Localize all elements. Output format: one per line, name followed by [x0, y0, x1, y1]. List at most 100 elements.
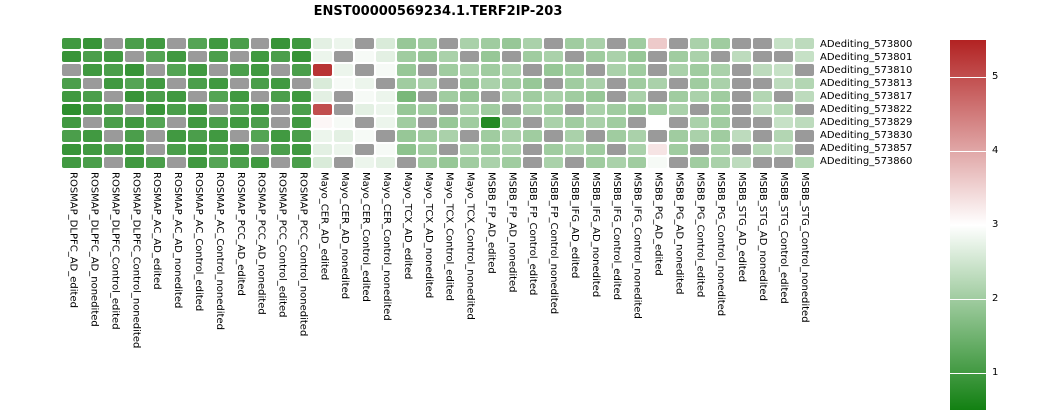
colorbar-tick-line [950, 373, 986, 374]
heatmap-cell [355, 117, 375, 129]
heatmap-cell [355, 156, 375, 168]
heatmap-cell [648, 130, 668, 142]
row-label: ADediting_573860 [820, 156, 913, 167]
column-label-slot: MSBB_FP_Control_edited [522, 172, 543, 348]
heatmap-cell [355, 64, 375, 76]
heatmap-cell [480, 77, 500, 89]
heatmap-cell [208, 90, 228, 102]
heatmap-cell [711, 143, 731, 155]
heatmap-cell [62, 51, 81, 63]
heatmap-cell [732, 77, 752, 89]
column-label: ROSMAP_PCC_Control_nonedited [297, 172, 309, 337]
heatmap-cell [292, 130, 312, 142]
column-label: MSBB_PG_AD_edited [652, 172, 664, 276]
heatmap-cell [774, 77, 794, 89]
heatmap-cell [62, 77, 81, 89]
heatmap-cell [543, 51, 563, 63]
heatmap-cell [480, 143, 500, 155]
heatmap-cell [355, 130, 375, 142]
heatmap-cell [145, 77, 165, 89]
heatmap-cell [795, 90, 814, 102]
heatmap-cell [480, 90, 500, 102]
heatmap-cell [166, 64, 186, 76]
column-label-slot: Mayo_TCX_AD_edited [396, 172, 417, 348]
heatmap-cell [606, 77, 626, 89]
heatmap-cell [669, 143, 689, 155]
heatmap-cell [795, 130, 814, 142]
colorbar-tick-label: 5 [992, 71, 999, 82]
heatmap-cell [774, 64, 794, 76]
heatmap-cell [313, 156, 333, 168]
colorbar-tick-line [950, 299, 986, 300]
column-label-slot: MSBB_PG_Control_nonedited [710, 172, 731, 348]
column-label-slot: Mayo_TCX_Control_nonedited [459, 172, 480, 348]
heatmap-cell [774, 130, 794, 142]
column-label-slot: MSBB_STG_AD_nonedited [751, 172, 772, 348]
row-label: ADediting_573801 [820, 52, 913, 63]
heatmap-cell [418, 77, 437, 89]
column-label: ROSMAP_AC_AD_nonedited [172, 172, 184, 309]
heatmap-cell [459, 64, 479, 76]
heatmap-cell [795, 77, 814, 89]
heatmap-cell [459, 103, 479, 116]
heatmap-cell [145, 90, 165, 102]
column-label: ROSMAP_AC_Control_nonedited [213, 172, 225, 330]
heatmap-cell [376, 130, 396, 142]
heatmap-cell [292, 64, 312, 76]
heatmap-cell [397, 51, 417, 63]
heatmap-cell [606, 51, 626, 63]
heatmap-cell [292, 103, 312, 116]
heatmap-cell [292, 90, 312, 102]
heatmap-cell [313, 143, 333, 155]
heatmap-cell [564, 117, 584, 129]
heatmap-cell [774, 103, 794, 116]
heatmap-cell [397, 117, 417, 129]
heatmap-cell [774, 90, 794, 102]
heatmap-cell [166, 103, 186, 116]
column-label-slot: Mayo_CER_Control_nonedited [375, 172, 396, 348]
heatmap-cell [334, 103, 354, 116]
heatmap-cell [732, 38, 752, 50]
colorbar-tick-label: 2 [992, 293, 999, 304]
column-label: ROSMAP_PCC_Control_edited [276, 172, 288, 318]
heatmap-cell [732, 64, 752, 76]
heatmap-cell [439, 90, 458, 102]
heatmap-cell [522, 51, 542, 63]
heatmap-cell [82, 77, 102, 89]
heatmap-cell [397, 77, 417, 89]
heatmap-cell [564, 143, 584, 155]
heatmap-cell [439, 38, 458, 50]
heatmap-cell [774, 117, 794, 129]
heatmap-cell [145, 143, 165, 155]
heatmap-cell [292, 117, 312, 129]
heatmap-cell [711, 90, 731, 102]
heatmap-cell [669, 38, 689, 50]
heatmap-cell [62, 130, 81, 142]
heatmap-cell [208, 103, 228, 116]
heatmap-cell [418, 143, 437, 155]
heatmap-cell [397, 156, 417, 168]
colorbar-tick-line [950, 77, 986, 78]
row-label: ADediting_573810 [820, 65, 913, 76]
heatmap-cell [753, 38, 773, 50]
heatmap-cell [501, 51, 521, 63]
heatmap-cell [585, 77, 605, 89]
heatmap-cell [292, 77, 312, 89]
column-label: MSBB_IFG_Control_edited [610, 172, 622, 300]
heatmap-cell [62, 156, 81, 168]
heatmap-cell [208, 38, 228, 50]
heatmap-cell [82, 117, 102, 129]
heatmap-cell [690, 90, 710, 102]
heatmap-cell [795, 156, 814, 168]
heatmap-cell [418, 64, 437, 76]
heatmap-cell [62, 103, 81, 116]
heatmap-cell [376, 143, 396, 155]
column-label: MSBB_IFG_Control_nonedited [631, 172, 643, 319]
heatmap-cell [208, 77, 228, 89]
colorbar-tick-label: 1 [992, 367, 999, 378]
heatmap-cell [187, 51, 207, 63]
heatmap-cell [82, 38, 102, 50]
column-label: MSBB_IFG_AD_edited [569, 172, 581, 279]
heatmap-cell [145, 51, 165, 63]
column-label: Mayo_TCX_Control_nonedited [464, 172, 476, 320]
